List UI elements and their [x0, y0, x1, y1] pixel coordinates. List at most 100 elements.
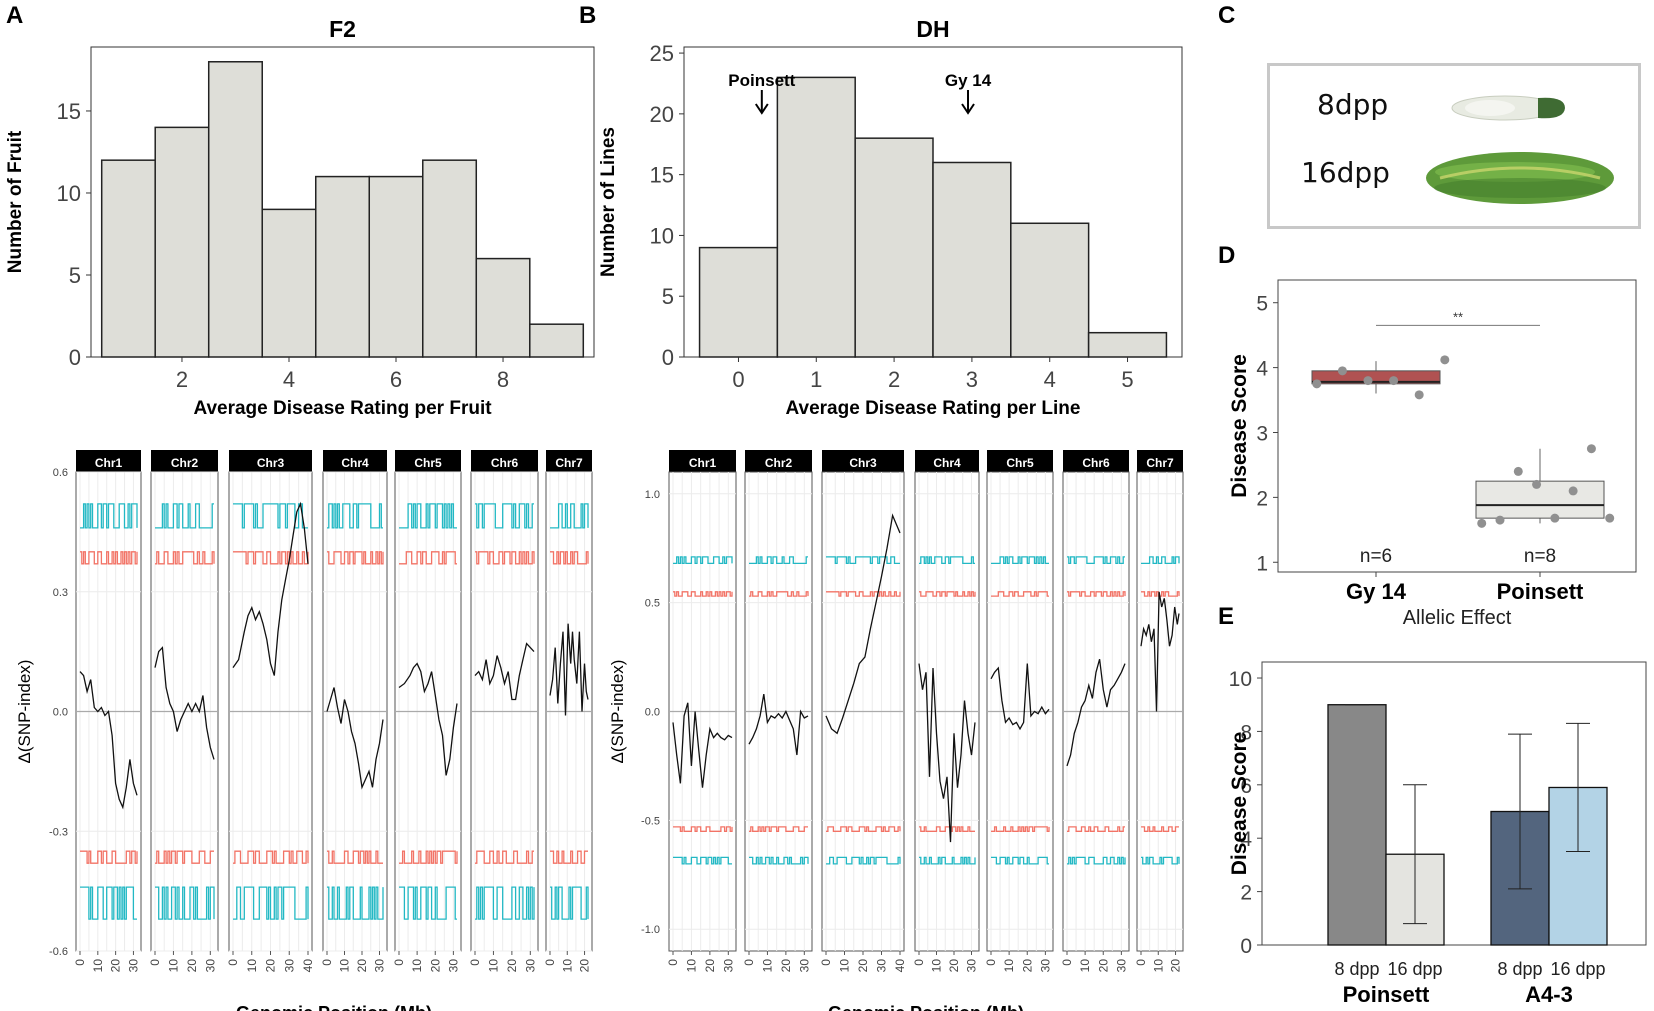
snp-b-delta-snp-trace: [1066, 659, 1126, 767]
snp-a-xtick-label: 10: [410, 959, 424, 973]
snp-a-threshold-upper-red: [475, 551, 535, 565]
snp-a-threshold-lower-red: [550, 850, 588, 864]
hist-b-ytick-label: 5: [662, 284, 674, 309]
hist-b-xtick-label: 0: [732, 367, 744, 392]
snp-a-xtick-label: 0: [392, 959, 406, 966]
snp-b-threshold-upper-cyan: [673, 556, 733, 565]
box-point: [1605, 513, 1615, 523]
hist-b-xtick-label: 5: [1121, 367, 1133, 392]
snp-b-xtick-label: 10: [1078, 959, 1092, 973]
snp-b-xtick-label: 10: [838, 959, 852, 973]
hist-a-ytick-label: 0: [69, 345, 81, 370]
snp-a-strip: [471, 450, 538, 472]
panel-label-c: C: [1218, 2, 1236, 29]
snp-b-strip-label: Chr1: [689, 456, 717, 470]
snp-b-delta-snp-trace: [918, 663, 976, 843]
snp-a-xtick-label: 20: [264, 959, 278, 973]
snp-b-xtick-label: 20: [1096, 959, 1110, 973]
snp-a-delta-snp-trace: [154, 646, 215, 760]
snp-b-strip: [669, 450, 736, 472]
snp-b-strip: [745, 450, 812, 472]
box-point: [1440, 355, 1450, 365]
box-point: [1477, 518, 1487, 528]
box-n-label: n=6: [1360, 546, 1392, 567]
snp-a-xtick-label: 40: [301, 959, 315, 973]
snp-a-xtick-label: 20: [185, 959, 199, 973]
snp-a-threshold-upper-red: [80, 551, 138, 565]
snp-b-delta-snp-trace: [990, 663, 1050, 731]
snp-a-xtick-label: 0: [543, 959, 557, 966]
snp-a-threshold-upper-red: [550, 551, 589, 565]
fruit-8dpp-image: [1451, 95, 1565, 121]
snp-a-threshold-upper-cyan: [80, 503, 138, 529]
snp-b-xtick-label: 20: [947, 959, 961, 973]
snp-a-delta-snp-trace: [549, 623, 589, 716]
hist-a-bar: [207, 61, 263, 358]
hist-b-bar: [1010, 222, 1090, 358]
snp-a-threshold-lower-red: [399, 850, 458, 864]
snp-a-threshold-lower-cyan: [80, 886, 137, 920]
box-ytick-label: 4: [1256, 358, 1268, 381]
hist-a-xtick-label: 6: [390, 367, 402, 392]
snp-b-threshold-lower-red: [749, 826, 808, 832]
snp-b-xtick-label: 0: [742, 959, 756, 966]
snp-a-xtick-label: 0: [468, 959, 482, 966]
snp-b-xtick-label: 30: [875, 959, 889, 973]
snp-b-threshold-lower-cyan: [1067, 856, 1126, 865]
hist-a-xtick-label: 4: [283, 367, 295, 392]
snp-b-xtick-label: 0: [1060, 959, 1074, 966]
box-point: [1495, 515, 1505, 525]
snp-a-xtick-label: 30: [126, 959, 140, 973]
snp-b-strip: [1063, 450, 1129, 472]
hist-b-bar: [932, 161, 1012, 358]
snp-a-threshold-lower-cyan: [550, 886, 589, 920]
hist-b-annotation-label: Poinsett: [728, 71, 795, 90]
snp-b-strip: [1137, 450, 1183, 472]
snp-a-delta-snp-trace: [398, 662, 458, 776]
box-ytick-label: 3: [1256, 422, 1268, 445]
hist-a-ylabel: Number of Fruit: [5, 130, 26, 273]
snp-b-threshold-lower-red: [1067, 826, 1125, 832]
snp-b-ytick-label: 1.0: [645, 489, 660, 501]
hist-a-bar: [529, 323, 585, 358]
snp-a-xtick-label: 0: [73, 959, 87, 966]
snp-a-strip-label: Chr4: [341, 456, 369, 470]
snp-b-xtick-label: 40: [893, 959, 907, 973]
bar-ytick-label: 4: [1240, 828, 1252, 851]
hist-a-ytick-label: 15: [57, 99, 81, 124]
snp-a-strip-label: Chr7: [555, 456, 583, 470]
hist-a-title: F2: [329, 16, 356, 42]
hist-a-ytick-label: 10: [57, 181, 81, 206]
snp-a-delta-snp-trace: [326, 687, 384, 790]
hist-a-bar: [368, 175, 424, 358]
snp-b-threshold-lower-cyan: [826, 856, 901, 865]
hist-a-bar: [314, 175, 371, 358]
snp-b-delta-snp-trace: [748, 693, 809, 756]
box-point: [1363, 376, 1373, 386]
fruit-photo-panel: 8dpp 16dpp: [1267, 63, 1641, 229]
snp-b-threshold-lower-red: [1141, 826, 1179, 832]
snp-a-strip-label: Chr1: [95, 456, 123, 470]
box-point: [1513, 466, 1523, 476]
snp-b-xtick-label: 0: [819, 959, 833, 966]
snp-a-strip: [323, 450, 387, 472]
hist-b-annotation-label: Gy 14: [945, 71, 992, 90]
snp-a-xtick-label: 20: [428, 959, 442, 973]
snp-b-strip: [987, 450, 1053, 472]
bar-sublabel: 8 dpp: [1334, 959, 1379, 979]
snp-b-xtick-label: 30: [721, 959, 735, 973]
snp-a-xtick-label: 0: [148, 959, 162, 966]
hist-b-bar: [1087, 331, 1168, 358]
snp-a-ytick-label: 0.0: [53, 707, 68, 719]
snp-b-xtick-label: 0: [666, 959, 680, 966]
bar-ytick-label: 2: [1240, 882, 1252, 905]
snp-a-xtick-label: 10: [245, 959, 259, 973]
snp-a-strip-label: Chr6: [491, 456, 519, 470]
snp-b-xtick-label: 20: [779, 959, 793, 973]
snp-a-xtick-label: 30: [203, 959, 217, 973]
box-point: [1312, 379, 1322, 389]
snp-a-xtick-label: 0: [226, 959, 240, 966]
snp-b-threshold-lower-cyan: [919, 856, 976, 865]
snp-a-xtick-label: 10: [91, 959, 105, 973]
snp-a-xtick-label: 30: [373, 959, 387, 973]
